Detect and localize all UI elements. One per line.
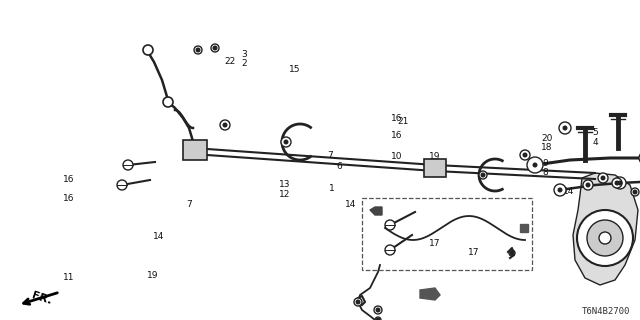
Text: 16: 16	[391, 131, 403, 140]
Text: 17: 17	[429, 239, 441, 248]
Circle shape	[196, 48, 200, 52]
Text: 14: 14	[345, 200, 356, 209]
Text: 8: 8	[543, 168, 548, 177]
Circle shape	[559, 122, 571, 134]
Circle shape	[615, 181, 619, 185]
Text: 19: 19	[429, 152, 441, 161]
Text: FR.: FR.	[31, 290, 53, 306]
Circle shape	[385, 245, 395, 255]
Circle shape	[631, 188, 639, 196]
Circle shape	[143, 45, 153, 55]
Text: 11: 11	[63, 273, 75, 282]
Circle shape	[479, 171, 487, 179]
Text: 16: 16	[391, 114, 403, 123]
Text: 7: 7	[327, 151, 332, 160]
Text: 10: 10	[391, 152, 403, 161]
Circle shape	[194, 46, 202, 54]
Circle shape	[163, 97, 173, 107]
Circle shape	[601, 176, 605, 180]
Circle shape	[633, 190, 637, 194]
Text: 9: 9	[543, 159, 548, 168]
Circle shape	[599, 232, 611, 244]
Bar	[424, 159, 446, 177]
Text: 7: 7	[186, 200, 191, 209]
Text: 12: 12	[279, 190, 291, 199]
Circle shape	[356, 300, 360, 304]
Polygon shape	[573, 173, 638, 285]
Circle shape	[586, 183, 590, 187]
Polygon shape	[370, 207, 382, 215]
Circle shape	[374, 306, 382, 314]
Text: 17: 17	[468, 248, 479, 257]
Circle shape	[587, 220, 623, 256]
Text: 3: 3	[242, 50, 247, 59]
Text: 20: 20	[541, 134, 553, 143]
Circle shape	[612, 178, 622, 188]
Circle shape	[558, 188, 562, 192]
Text: 4: 4	[593, 138, 598, 147]
Text: 22: 22	[225, 57, 236, 66]
Polygon shape	[520, 224, 528, 232]
Text: 14: 14	[153, 232, 164, 241]
Circle shape	[533, 163, 537, 167]
Circle shape	[527, 157, 543, 173]
Text: 18: 18	[541, 143, 553, 152]
Circle shape	[354, 298, 362, 306]
Text: 15: 15	[289, 65, 300, 74]
Circle shape	[583, 180, 593, 190]
Text: T6N4B2700: T6N4B2700	[582, 307, 630, 316]
Circle shape	[376, 318, 380, 320]
Text: 2: 2	[242, 60, 247, 68]
Text: 19: 19	[147, 271, 158, 280]
Text: 21: 21	[397, 117, 409, 126]
Text: 14: 14	[563, 188, 574, 196]
Circle shape	[554, 184, 566, 196]
Bar	[183, 140, 207, 160]
Circle shape	[375, 317, 381, 320]
Circle shape	[284, 140, 288, 144]
Text: 5: 5	[593, 128, 598, 137]
Circle shape	[577, 210, 633, 266]
Text: 1: 1	[329, 184, 334, 193]
Circle shape	[618, 181, 622, 185]
Circle shape	[524, 153, 527, 157]
Circle shape	[376, 308, 380, 312]
Circle shape	[614, 177, 626, 189]
Circle shape	[563, 126, 567, 130]
Text: 16: 16	[63, 175, 75, 184]
Circle shape	[281, 137, 291, 147]
Circle shape	[211, 44, 219, 52]
Circle shape	[481, 173, 485, 177]
Text: 16: 16	[63, 194, 75, 203]
Circle shape	[639, 152, 640, 164]
Circle shape	[223, 123, 227, 127]
Circle shape	[520, 150, 530, 160]
Circle shape	[123, 160, 133, 170]
Circle shape	[220, 120, 230, 130]
Circle shape	[385, 220, 395, 230]
Polygon shape	[420, 288, 440, 300]
Text: 6: 6	[337, 162, 342, 171]
Circle shape	[509, 250, 515, 256]
Circle shape	[598, 173, 608, 183]
Circle shape	[117, 180, 127, 190]
Circle shape	[510, 251, 514, 255]
Circle shape	[213, 46, 217, 50]
Bar	[362, 198, 532, 270]
Text: 13: 13	[279, 180, 291, 189]
